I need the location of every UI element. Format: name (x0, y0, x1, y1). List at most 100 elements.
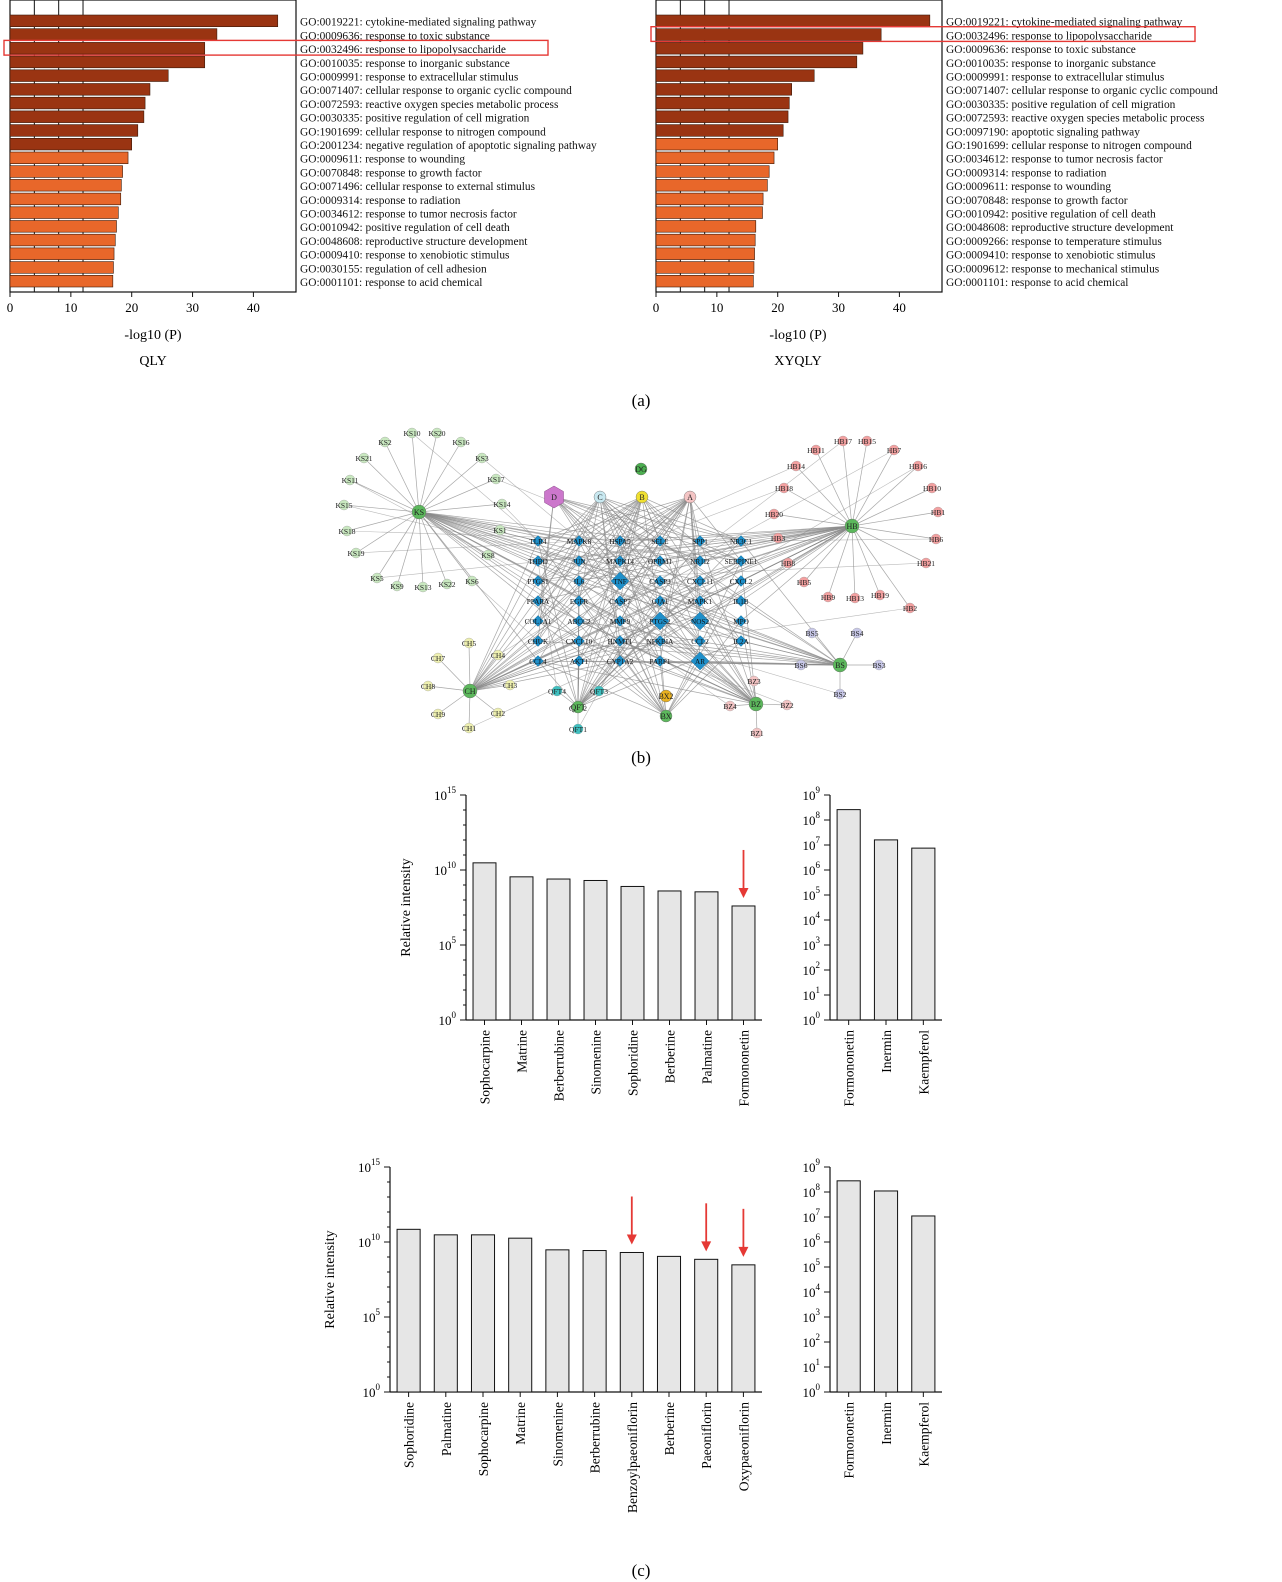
target-node (614, 615, 626, 627)
category-label: GO:1901699: cellular response to nitroge… (300, 126, 546, 138)
network-edge (363, 457, 420, 513)
x-tick-label: 0 (7, 300, 14, 315)
network-edge (578, 600, 731, 707)
bar (655, 28, 882, 41)
category-label: GO:0010035: response to inorganic substa… (300, 58, 510, 70)
y-tick-label: 102 (803, 960, 821, 978)
compound-node (795, 659, 807, 671)
network-edge (599, 496, 742, 562)
compound-label: HB1 (931, 508, 945, 517)
compound-label: BS6 (795, 661, 808, 670)
target-label: CASP7 (609, 598, 631, 606)
target-label: MPO (733, 618, 749, 626)
compound-label: KS11 (342, 476, 359, 485)
target-node (573, 635, 585, 647)
network-edge (689, 496, 742, 562)
compound-node (851, 627, 863, 639)
go-bar-chart-qly: GO:0019221: cytokine-mediated signaling … (3, 0, 597, 369)
compound-label: KS10 (403, 429, 420, 438)
compound-node (904, 602, 916, 614)
y-tick-base: 10 (803, 1360, 816, 1375)
category-label: GO:0070848: response to growth factor (300, 167, 482, 179)
network-edge (577, 580, 621, 709)
compound-node (822, 591, 834, 603)
compound-label: CH4 (491, 651, 505, 660)
network-edge (578, 465, 797, 562)
category-label: GO:0009266: response to temperature stim… (946, 236, 1162, 248)
compound-label: HB11 (807, 446, 825, 455)
network-edge (537, 496, 643, 662)
compound-label: HB5 (797, 578, 811, 587)
target-node (614, 555, 626, 567)
y-tick-base: 10 (803, 1385, 816, 1400)
network-edge (659, 440, 844, 582)
compound-node (572, 723, 584, 735)
bar (396, 1228, 421, 1393)
compound-node (463, 637, 475, 649)
bar (508, 1237, 533, 1393)
y-tick-label: 107 (803, 835, 821, 853)
category-label: Matrine (515, 1030, 530, 1073)
category-label: GO:0009611: response to wounding (946, 181, 1111, 193)
y-axis-label: Relative intensity (399, 858, 414, 956)
red-arrow-head (738, 887, 749, 898)
y-tick-base: 10 (358, 1235, 371, 1250)
y-tick-base: 10 (803, 1285, 816, 1300)
compound-node (476, 452, 488, 464)
network-edge (537, 496, 643, 642)
y-tick-label: 101 (803, 1357, 821, 1375)
category-label: GO:0032496: response to lipopolysacchari… (300, 44, 506, 56)
y-tick-base: 10 (803, 1335, 816, 1350)
category-label: Palmatine (700, 1030, 715, 1084)
compound-node (748, 675, 760, 687)
network-edge (537, 600, 667, 717)
y-tick-label: 109 (803, 1157, 821, 1175)
target-label: AR (695, 658, 705, 666)
network-edge (578, 496, 691, 662)
bar (873, 839, 899, 1021)
network-edge (699, 660, 841, 666)
x-tick-label: 20 (125, 300, 138, 315)
network-edge (851, 511, 939, 527)
compound-node (920, 557, 932, 569)
x-tick-label: 20 (771, 300, 784, 315)
y-tick-label: 100 (803, 1010, 821, 1028)
category-label: GO:0034612: response to tumor necrosis f… (300, 209, 517, 221)
y-tick-base: 10 (803, 938, 816, 953)
network-edges (343, 432, 939, 734)
category-label: Sophocarpine (478, 1030, 493, 1104)
y-tick-exponent: 5 (452, 935, 457, 945)
network-edge (553, 496, 621, 582)
bar (620, 885, 645, 1021)
network-edge (577, 580, 661, 730)
chart-title: XYQLY (774, 354, 822, 369)
highlight-box (650, 26, 1196, 43)
network-edge (418, 511, 701, 582)
y-tick-exponent: 7 (816, 835, 821, 845)
bar (582, 1250, 607, 1393)
network-edge (396, 511, 420, 587)
bar (9, 96, 146, 110)
bar (9, 261, 114, 274)
bar (655, 220, 757, 233)
category-label: GO:0034612: response to tumor necrosis f… (946, 154, 1163, 166)
y-tick-label: 104 (803, 910, 821, 928)
network-edge (659, 640, 841, 695)
x-tick-label: 30 (186, 300, 199, 315)
bar (546, 878, 571, 1021)
compound-label: KS19 (347, 549, 364, 558)
category-label: Oxypaeoniflorin (736, 1402, 751, 1491)
compound-label: BZ1 (750, 729, 764, 738)
category-label: Berberine (663, 1030, 678, 1083)
y-tick-base: 10 (803, 813, 816, 828)
category-label: Inermin (879, 1030, 894, 1073)
network-edge (641, 496, 742, 642)
bar (911, 1215, 936, 1393)
bar (657, 890, 682, 1021)
hub-node (411, 504, 427, 520)
compound-label: HB14 (787, 462, 805, 471)
network-edge (577, 600, 621, 708)
network-edge (537, 496, 555, 642)
y-tick-base: 10 (803, 913, 816, 928)
